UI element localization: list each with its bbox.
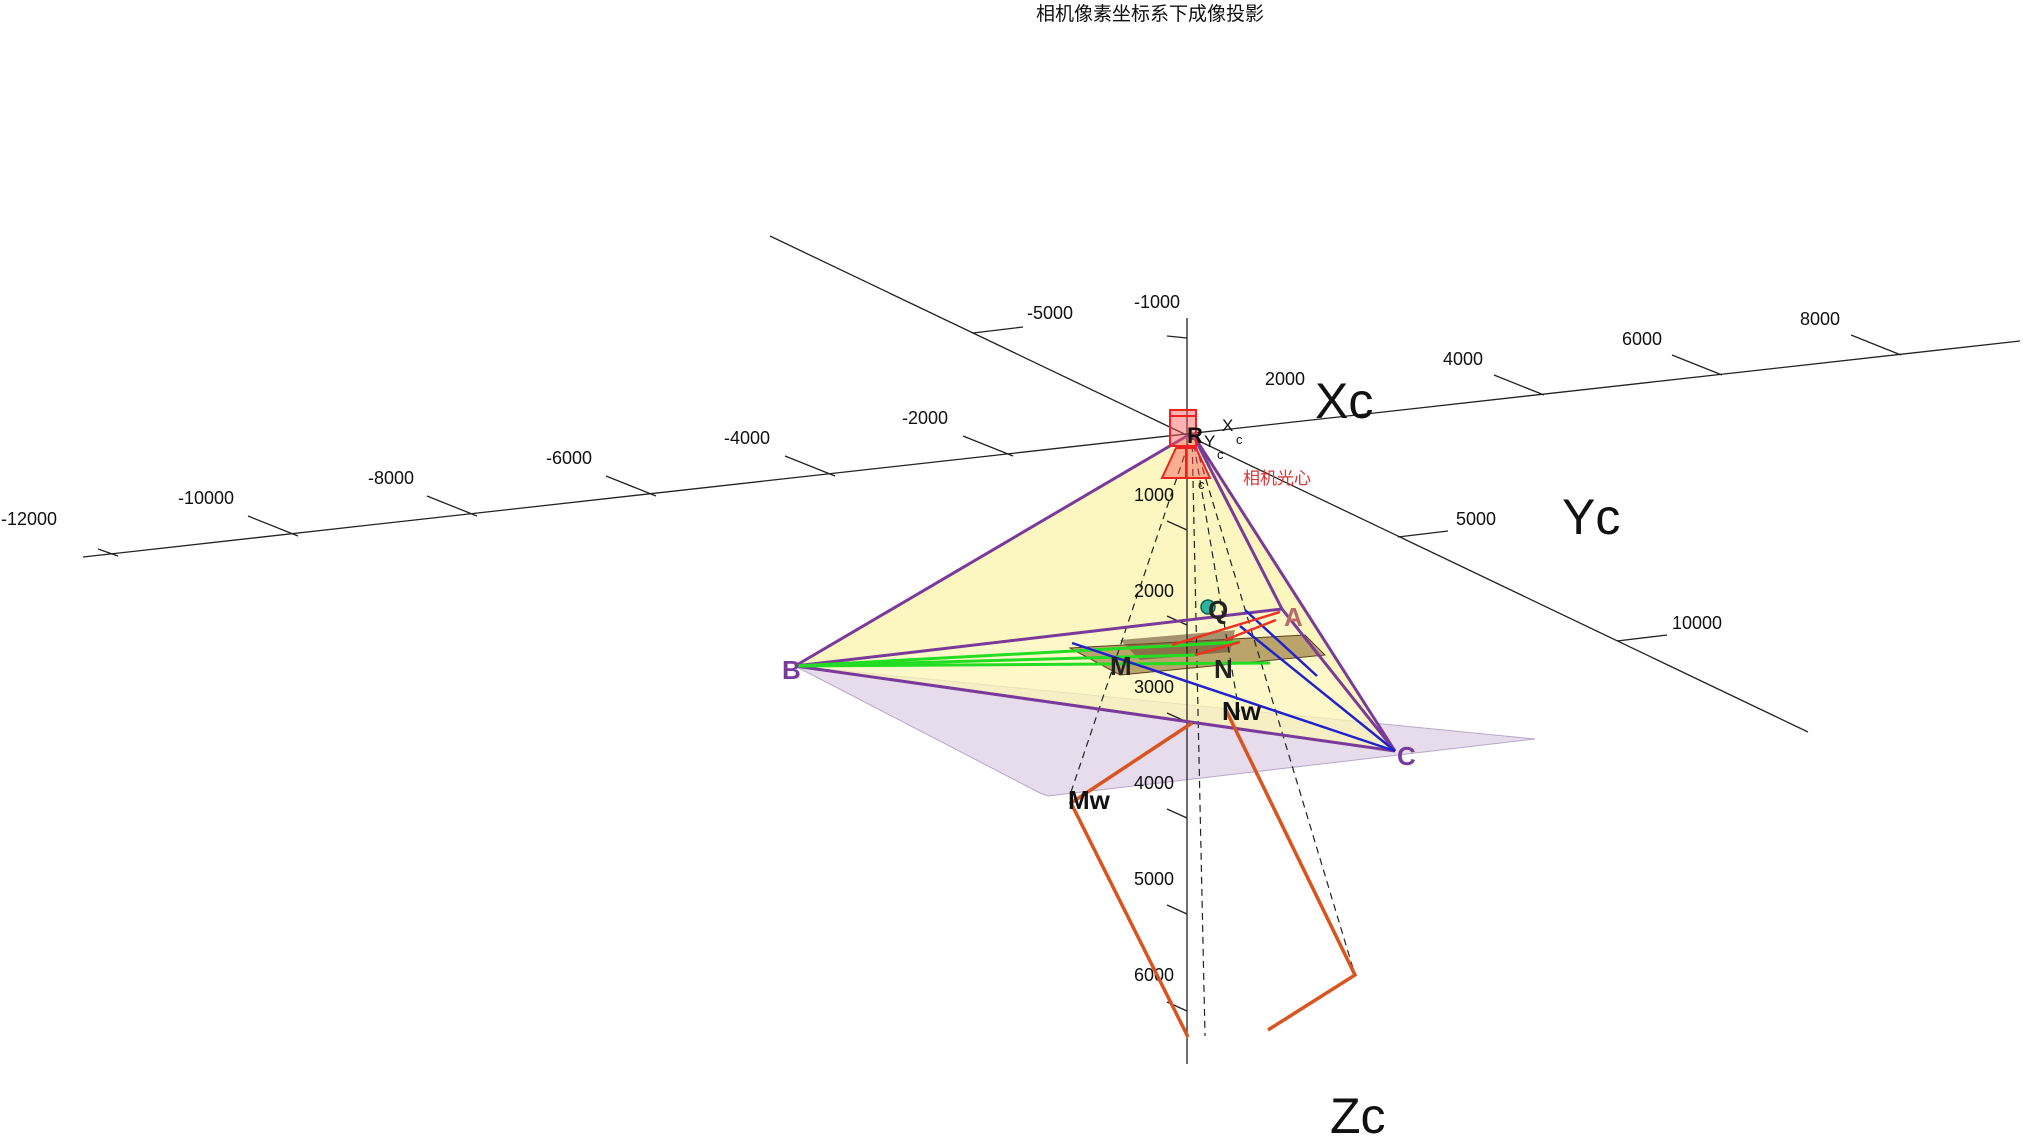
- pyramid-face-back: [795, 433, 1282, 666]
- yc-tick-label: -5000: [1027, 303, 1073, 323]
- camera-r-label: R: [1187, 423, 1203, 448]
- optical-center-label: 相机光心: [1243, 469, 1311, 489]
- point-m-label: M: [1110, 651, 1132, 681]
- pyramid-edges: [794, 431, 1397, 753]
- yc-tick-labels: -5000 5000 10000: [1027, 303, 1722, 633]
- yc-tick-label: 5000: [1456, 509, 1496, 529]
- point-c-label: C: [1397, 741, 1416, 771]
- point-nw-label: Nw: [1222, 696, 1262, 726]
- xc-tick-label: 2000: [1265, 369, 1305, 389]
- axis-zc: [1166, 318, 1188, 1064]
- zc-tick-label: 5000: [1134, 869, 1174, 889]
- zc-tick-label: 3000: [1134, 677, 1174, 697]
- zc-tick-label: 4000: [1134, 773, 1174, 793]
- xc-tick-labels: -12000 -10000 -8000 -6000 -4000 -2000 20…: [1, 309, 1840, 529]
- camera-xc-subscript: c: [1236, 432, 1243, 447]
- orange-world-lines: [1068, 707, 1358, 1038]
- zc-tick-label: -1000: [1134, 292, 1180, 312]
- xc-tick-label: -6000: [546, 448, 592, 468]
- point-b-label: B: [782, 655, 801, 685]
- xc-tick-label: 4000: [1443, 349, 1483, 369]
- zc-tick-label: 2000: [1134, 581, 1174, 601]
- projection-rays: [1070, 432, 1356, 1037]
- point-q-label: Q: [1208, 595, 1228, 625]
- point-mw-label: Mw: [1068, 785, 1111, 815]
- yc-tick-label: 10000: [1672, 613, 1722, 633]
- xc-axis-label: Xc: [1315, 373, 1373, 429]
- red-lines: [1171, 610, 1281, 657]
- camera-yc-subscript: c: [1217, 447, 1224, 462]
- xc-tick-label: -10000: [178, 488, 234, 508]
- camera-model: [1160, 409, 1212, 479]
- axis-xc: [82, 334, 2021, 558]
- axis-yc: [769, 235, 1809, 733]
- zc-tick-label: 1000: [1134, 485, 1174, 505]
- pyramid-face-left: [795, 433, 1395, 751]
- yc-axis-label: Yc: [1562, 489, 1620, 545]
- point-n-label: N: [1214, 654, 1233, 684]
- camera-xc-label: X: [1222, 416, 1233, 435]
- xc-tick-label: 8000: [1800, 309, 1840, 329]
- camera-zc-subscript: c: [1198, 477, 1205, 492]
- green-lines: [794, 640, 1271, 668]
- q-marker: [1200, 599, 1216, 615]
- xc-tick-label: -8000: [368, 468, 414, 488]
- xc-tick-label: -4000: [724, 428, 770, 448]
- camera-yc-label: Y: [1204, 432, 1215, 451]
- zc-tick-label: 6000: [1134, 965, 1174, 985]
- point-a-label: A: [1284, 602, 1303, 632]
- figure-title: 相机像素坐标系下成像投影: [1036, 3, 1264, 25]
- xc-tick-label: -2000: [902, 408, 948, 428]
- xc-tick-label: -12000: [1, 509, 57, 529]
- blue-lines: [1071, 609, 1396, 753]
- xc-tick-label: 6000: [1622, 329, 1662, 349]
- zc-tick-labels: -1000 1000 2000 3000 4000 5000 6000: [1134, 292, 1180, 985]
- zc-axis-label: Zc: [1330, 1088, 1386, 1137]
